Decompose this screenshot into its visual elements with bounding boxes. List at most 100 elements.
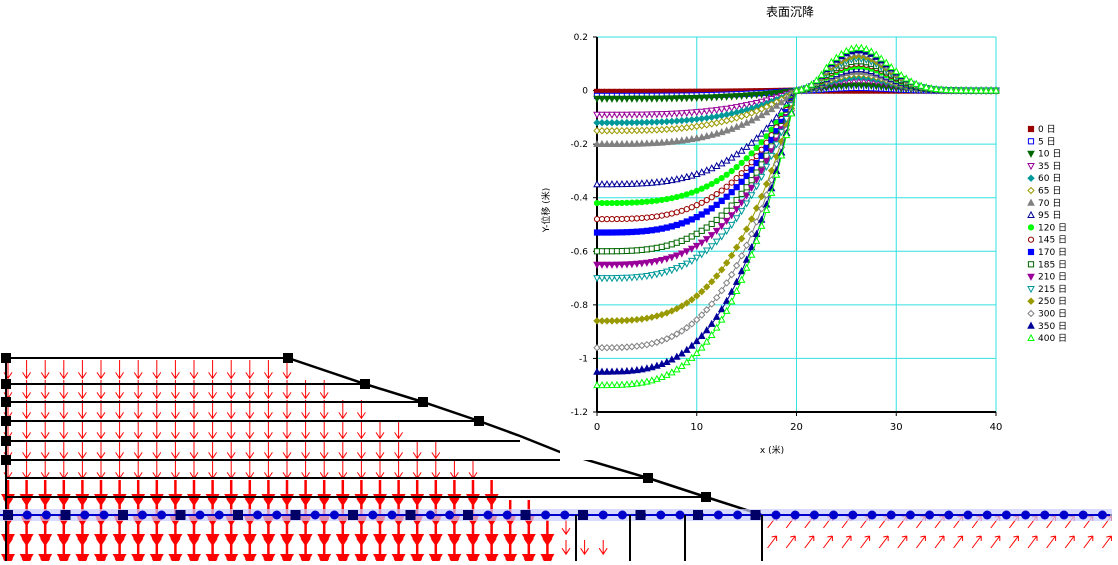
surface-node[interactable] — [137, 510, 147, 520]
data-point — [723, 207, 730, 214]
surface-node[interactable] — [41, 510, 51, 520]
surface-key-node[interactable] — [175, 510, 186, 520]
data-point — [598, 344, 606, 352]
surface-node[interactable] — [944, 510, 954, 520]
surface-node[interactable] — [195, 510, 205, 520]
data-point — [688, 233, 695, 240]
surface-node[interactable] — [656, 510, 666, 520]
surface-node[interactable] — [1021, 510, 1031, 520]
surface-key-node[interactable] — [520, 510, 531, 520]
surface-node[interactable] — [425, 510, 435, 520]
surface-node[interactable] — [771, 510, 781, 520]
data-point — [703, 208, 710, 215]
surface-node[interactable] — [329, 510, 339, 520]
surface-node[interactable] — [560, 510, 570, 520]
surface-node[interactable] — [675, 510, 685, 520]
data-point — [598, 261, 606, 269]
data-point — [668, 332, 676, 341]
mesh-node[interactable] — [1, 455, 11, 465]
data-point — [667, 267, 676, 275]
surface-key-node[interactable] — [60, 510, 71, 520]
data-point — [667, 95, 676, 103]
mesh-node[interactable] — [701, 492, 711, 502]
surface-key-node[interactable] — [3, 510, 13, 520]
surface-node[interactable] — [253, 510, 263, 520]
data-point — [697, 251, 706, 259]
displacement-vector — [133, 400, 143, 420]
legend-label: 170 日 — [1038, 247, 1067, 258]
surface-node[interactable] — [963, 510, 973, 520]
surface-node[interactable] — [502, 510, 512, 520]
surface-key-node[interactable] — [750, 510, 761, 520]
displacement-vector — [77, 460, 87, 480]
surface-key-node[interactable] — [348, 510, 358, 520]
mesh-node[interactable] — [1, 416, 11, 426]
displacement-vector — [189, 440, 199, 460]
mesh-node[interactable] — [360, 379, 370, 389]
displacement-vector — [468, 460, 478, 480]
surface-node[interactable] — [541, 510, 551, 520]
data-point — [643, 364, 651, 372]
displacement-vector — [804, 535, 815, 549]
surface-node[interactable] — [598, 510, 608, 520]
mesh-node[interactable] — [1, 379, 11, 389]
surface-node[interactable] — [867, 510, 877, 520]
data-point — [628, 228, 636, 236]
surface-node[interactable] — [387, 510, 397, 520]
data-point — [742, 263, 751, 271]
surface-key-node[interactable] — [233, 510, 243, 520]
surface-node[interactable] — [1097, 510, 1107, 520]
surface-node[interactable] — [80, 510, 90, 520]
surface-key-node[interactable] — [463, 510, 473, 520]
data-point — [638, 179, 646, 187]
data-point — [747, 138, 756, 146]
surface-node[interactable] — [905, 510, 915, 520]
surface-key-node[interactable] — [578, 510, 588, 520]
data-point — [618, 111, 626, 119]
surface-key-node[interactable] — [118, 510, 128, 520]
surface-key-node[interactable] — [693, 510, 703, 520]
surface-node[interactable] — [617, 510, 627, 520]
surface-node[interactable] — [886, 510, 896, 520]
surface-node[interactable] — [1040, 510, 1050, 520]
surface-node[interactable] — [310, 510, 320, 520]
surface-node[interactable] — [1078, 510, 1088, 520]
surface-node[interactable] — [982, 510, 992, 520]
data-point — [598, 380, 606, 389]
data-point — [757, 129, 766, 137]
surface-node[interactable] — [214, 510, 224, 520]
displacement-vector — [245, 460, 255, 480]
surface-key-node[interactable] — [635, 510, 646, 520]
surface-node[interactable] — [483, 510, 493, 520]
displacement-vector — [96, 440, 106, 460]
surface-node[interactable] — [809, 510, 819, 520]
mesh-node[interactable] — [283, 353, 293, 363]
surface-node[interactable] — [445, 510, 455, 520]
surface-node[interactable] — [848, 510, 858, 520]
mesh-node[interactable] — [1, 397, 11, 407]
mesh-node[interactable] — [474, 416, 484, 426]
surface-key-node[interactable] — [405, 510, 416, 520]
displacement-vector — [301, 440, 311, 460]
surface-node[interactable] — [1059, 510, 1069, 520]
surface-node[interactable] — [22, 510, 32, 520]
surface-node[interactable] — [368, 510, 378, 520]
surface-node[interactable] — [99, 510, 109, 520]
data-point — [648, 126, 656, 134]
surface-node[interactable] — [713, 510, 723, 520]
data-point — [787, 109, 796, 117]
surface-key-node[interactable] — [290, 510, 301, 520]
displacement-vector — [189, 420, 199, 440]
surface-node[interactable] — [272, 510, 282, 520]
surface-node[interactable] — [733, 510, 743, 520]
surface-node[interactable] — [1001, 510, 1011, 520]
surface-node[interactable] — [829, 510, 839, 520]
surface-node[interactable] — [790, 510, 800, 520]
mesh-node[interactable] — [418, 397, 428, 407]
surface-node[interactable] — [157, 510, 167, 520]
mesh-node[interactable] — [1, 353, 11, 363]
data-point — [668, 210, 675, 217]
mesh-node[interactable] — [1, 436, 11, 446]
surface-node[interactable] — [925, 510, 935, 520]
mesh-node[interactable] — [643, 473, 653, 483]
